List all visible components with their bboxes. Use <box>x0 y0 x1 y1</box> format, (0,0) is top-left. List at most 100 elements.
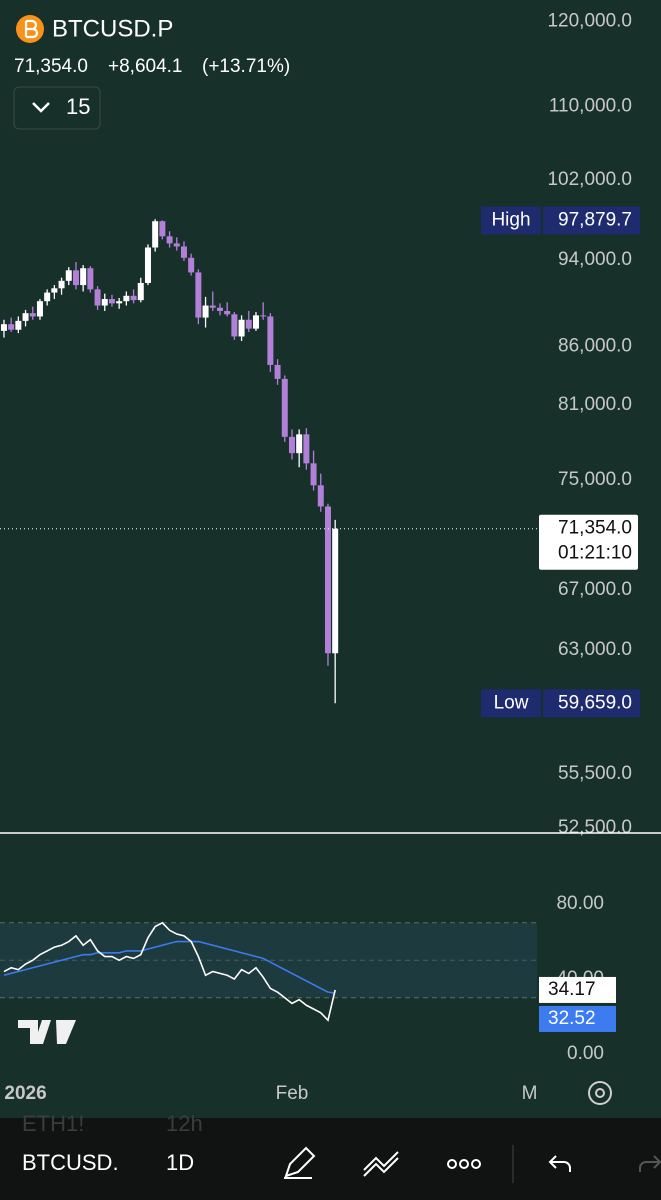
candle-body <box>130 295 137 301</box>
candle-body <box>267 316 274 365</box>
candle-body <box>216 307 223 311</box>
bottom-toolbar: ETH1! 12h BTCUSD. 1D <box>0 1111 661 1200</box>
candle-body <box>324 506 331 654</box>
y-tick-label: 75,000.0 <box>558 469 632 490</box>
candle-body <box>36 301 43 317</box>
candle-body <box>332 528 339 654</box>
value-box <box>539 1005 616 1032</box>
candle-body <box>166 236 173 244</box>
candle-body <box>296 434 303 454</box>
candle-body <box>180 246 187 258</box>
y-tick-label: 80.00 <box>556 893 604 914</box>
y-tick-label: 55,500.0 <box>558 763 632 784</box>
lines-icon[interactable] <box>363 1151 399 1177</box>
y-tick-label: 120,000.0 <box>547 11 632 32</box>
ghost-interval: 12h <box>166 1111 203 1136</box>
last-price-box <box>539 514 638 570</box>
gear-hub <box>595 1088 605 1098</box>
undo-icon[interactable] <box>548 1155 571 1172</box>
candle-body <box>224 310 231 315</box>
candle-body <box>44 292 51 302</box>
tv-logo <box>18 1020 76 1044</box>
candle-body <box>195 272 202 318</box>
marker-box <box>481 206 541 235</box>
candle-body <box>231 314 238 337</box>
candle-body <box>22 313 29 321</box>
candle-body <box>159 221 166 237</box>
candle-body <box>281 378 288 437</box>
candle-body <box>209 305 216 308</box>
candle-body <box>144 247 151 283</box>
value-label: 32.52 <box>548 1008 596 1029</box>
toolbar-symbol[interactable]: BTCUSD. <box>22 1150 119 1175</box>
candle-body <box>15 320 22 330</box>
candle-body <box>310 463 317 486</box>
chevron-icon <box>32 102 50 113</box>
marker-label: High <box>491 209 530 230</box>
marker-value-box <box>543 689 640 718</box>
draw-icon[interactable] <box>284 1146 316 1179</box>
candle-body <box>188 257 195 273</box>
y-tick-label: 52,500.0 <box>558 817 632 838</box>
candle-body <box>173 243 180 247</box>
last-price-label: 71,354.0 <box>558 518 632 539</box>
header: BTCUSD.P 71,354.0 +8,604.1 (+13.71%) 15 <box>13 15 290 130</box>
candle-body <box>94 289 101 306</box>
candle-body <box>152 221 159 248</box>
price-pane: 120,000.0 110,000.0 102,000.0 94,000.0 86,00… <box>0 11 640 838</box>
rsi-line <box>3 921 336 1022</box>
candle-body <box>137 282 144 301</box>
rsi-line <box>3 940 336 994</box>
settings-icon[interactable] <box>588 1081 612 1105</box>
coin-glyph <box>24 19 39 39</box>
symbol: BTCUSD.P <box>52 15 173 42</box>
candle-body <box>29 313 36 317</box>
gear-ring <box>588 1081 612 1105</box>
toolbar-interval[interactable]: 1D <box>166 1150 194 1175</box>
y-tick-label: 67,000.0 <box>558 579 632 600</box>
candle-body <box>80 268 87 286</box>
candle-body <box>274 364 281 379</box>
y-tick-label: 110,000.0 <box>549 96 632 117</box>
last-price: 71,354.0 <box>14 56 88 77</box>
candle-body <box>202 305 209 318</box>
candle-body <box>116 301 123 304</box>
candle-body <box>0 324 7 331</box>
candle-body <box>87 268 94 290</box>
candle-body <box>317 485 324 507</box>
x-tick-label: Feb <box>276 1083 309 1104</box>
y-tick-label: 0.00 <box>567 1043 604 1064</box>
marker-value-box <box>543 206 640 235</box>
marker-value: 59,659.0 <box>558 692 632 713</box>
candle-body <box>288 436 295 454</box>
logo-shape <box>18 1020 76 1044</box>
marker-label: Low <box>494 692 529 713</box>
redo-icon[interactable] <box>639 1155 661 1172</box>
candle-body <box>65 270 72 281</box>
marker-box <box>481 689 541 718</box>
candle-body <box>101 299 108 306</box>
change: +8,604.1 <box>108 56 183 77</box>
y-tick-label: 86,000.0 <box>558 336 632 357</box>
candle-body <box>303 434 310 464</box>
more-icon[interactable] <box>447 1159 481 1169</box>
x-tick-label: M <box>522 1083 538 1104</box>
y-tick-label: 63,000.0 <box>558 639 632 660</box>
candle-body <box>123 295 130 302</box>
candle-body <box>245 319 252 329</box>
countdown: 01:21:10 <box>558 543 632 564</box>
change-percent: (+13.71%) <box>202 56 290 77</box>
marker-value: 97,879.7 <box>558 209 632 230</box>
candle-body <box>72 270 79 286</box>
interval: 15 <box>66 94 90 119</box>
value-label: 34.17 <box>548 979 596 1000</box>
toolbar-background <box>0 1118 661 1200</box>
interval-toggle[interactable] <box>13 86 101 130</box>
y-tick-label: 81,000.0 <box>558 394 632 415</box>
candle-body <box>108 299 115 304</box>
candle-body <box>8 324 15 330</box>
candle-body <box>238 319 245 337</box>
x-tick-label: 2026 <box>4 1083 46 1104</box>
ghost-symbol: ETH1! <box>22 1111 84 1136</box>
